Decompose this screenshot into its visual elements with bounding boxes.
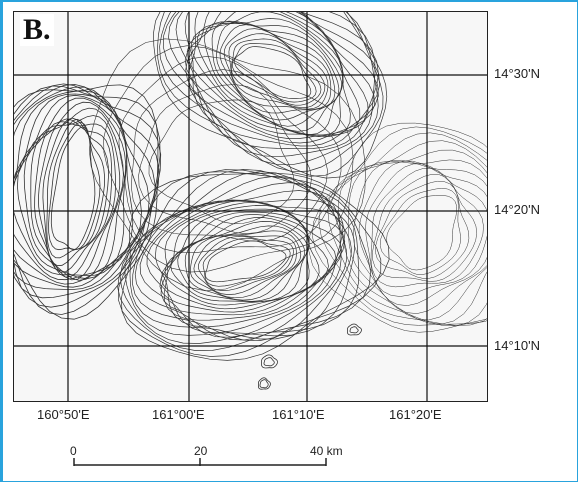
north-ridge-contour-7: [211, 20, 340, 127]
north-ridge-contour-3: [228, 33, 326, 109]
south-ridge-contour-23: [120, 172, 390, 361]
north-ridge-contour-1: [232, 43, 317, 103]
west-flank-contour-11: [14, 93, 142, 285]
south-ridge-contour-1: [202, 237, 291, 287]
south-ridge-contour-15: [139, 199, 344, 338]
contour-lines: [14, 12, 487, 390]
north-ridge-contour-18: [162, 12, 376, 166]
east-slope-contour-4: [370, 168, 484, 288]
south-ridge-contour-17: [132, 182, 348, 341]
east-slope-contour-8: [348, 159, 487, 321]
summit-contour-2: [131, 69, 328, 242]
south-ridge-contour-22: [117, 171, 382, 357]
summit-contour-5: [88, 38, 366, 292]
se-mound-c-contour-1: [257, 377, 271, 390]
south-ridge-contour-21: [117, 169, 371, 351]
south-ridge-contour-0: [205, 240, 287, 283]
longitude-label-161-20: 161°20'E: [389, 407, 442, 422]
contour-map-svg: [14, 12, 487, 401]
north-ridge-contour-10: [190, 12, 344, 137]
east-slope-contour-5: [365, 163, 487, 297]
south-ridge-contour-13: [154, 200, 346, 328]
south-ridge-contour-19: [124, 171, 355, 337]
south-ridge-contour-20: [119, 169, 360, 344]
north-ridge-contour-6: [216, 21, 336, 121]
south-ridge-contour-14: [146, 199, 346, 334]
south-ridge-contour-6: [177, 221, 308, 302]
north-ridge-contour-13: [185, 12, 369, 139]
south-ridge-contour-2: [198, 235, 294, 291]
north-ridge-contour-2: [230, 38, 322, 106]
north-ridge-contour-21: [153, 12, 388, 179]
south-ridge-contour-3: [193, 234, 297, 295]
west-flank-contour-1: [48, 121, 101, 251]
north-ridge-contour-14: [188, 12, 375, 144]
north-ridge-contour-0: [234, 46, 312, 99]
scale-label-20: 20: [194, 444, 208, 458]
north-ridge-contour-19: [159, 12, 379, 173]
longitude-label-160-50: 160°50'E: [37, 407, 90, 422]
south-ridge-contour-5: [184, 225, 305, 301]
east-slope-contour-1: [379, 188, 461, 275]
west-flank-contour-17: [14, 84, 159, 320]
scale-bar: [73, 458, 327, 466]
east-slope-contour-13: [308, 122, 487, 333]
south-ridge-contour-16: [134, 190, 342, 341]
south-ridge-contour-8: [164, 214, 310, 306]
se-mound-b-contour-0: [263, 357, 275, 367]
south-ridge-contour-18: [129, 175, 352, 340]
east-slope-contour-11: [318, 132, 487, 326]
west-flank-contour-16: [14, 85, 161, 315]
east-slope-contour-6: [358, 160, 487, 306]
west-flank-contour-6: [30, 115, 121, 281]
latitude-label-14-30: 14°30'N: [494, 66, 540, 81]
se-mound-a-contour-0: [349, 326, 359, 334]
south-ridge-contour-7: [170, 217, 310, 303]
west-flank-contour-8: [16, 101, 127, 280]
north-ridge-contour-15: [184, 12, 379, 147]
north-ridge-contour-16: [175, 12, 381, 150]
scale-label-40-km: 40 km: [310, 444, 343, 458]
west-flank-contour-14: [14, 83, 160, 299]
east-slope-contour-3: [372, 174, 478, 282]
frame-left-accent: [0, 0, 3, 481]
latitude-label-14-20: 14°20'N: [494, 202, 540, 217]
east-slope-contour-12: [311, 126, 487, 326]
south-ridge-contour-4: [190, 230, 302, 299]
south-ridge-contour-12: [163, 201, 343, 321]
se-mound-b-contour-1: [261, 354, 278, 369]
east-slope-contour-2: [375, 180, 470, 279]
north-ridge-contour-5: [219, 24, 332, 114]
summit-contour-0: [148, 99, 295, 225]
graticule-grid: [14, 12, 487, 401]
east-slope-contour-9: [338, 149, 487, 325]
west-flank-contour-5: [34, 121, 117, 278]
west-flank-contour-9: [14, 97, 128, 277]
se-mound-c-contour-0: [259, 379, 269, 389]
west-flank-contour-3: [42, 117, 109, 267]
se-mound-a-contour-1: [346, 323, 362, 336]
west-flank-contour-0: [50, 126, 96, 251]
west-flank-contour-15: [14, 83, 162, 308]
north-ridge-contour-20: [157, 12, 384, 177]
east-slope-contour-0: [386, 195, 457, 271]
scale-label-0: 0: [70, 444, 77, 458]
north-ridge-contour-4: [223, 28, 329, 110]
panel-label: B.: [20, 14, 54, 46]
north-ridge-contour-17: [168, 12, 379, 158]
summit-contour-1: [138, 84, 312, 235]
west-flank-contour-12: [14, 90, 150, 288]
longitude-label-161-00: 161°00'E: [152, 407, 205, 422]
south-ridge-contour-10: [159, 208, 329, 313]
east-slope-contour-7: [353, 159, 487, 314]
longitude-label-161-10: 161°10'E: [272, 407, 325, 422]
west-flank-contour-13: [14, 86, 156, 290]
bathymetric-map: [13, 11, 488, 402]
west-flank-contour-4: [37, 118, 113, 273]
latitude-label-14-10: 14°10'N: [494, 338, 540, 353]
